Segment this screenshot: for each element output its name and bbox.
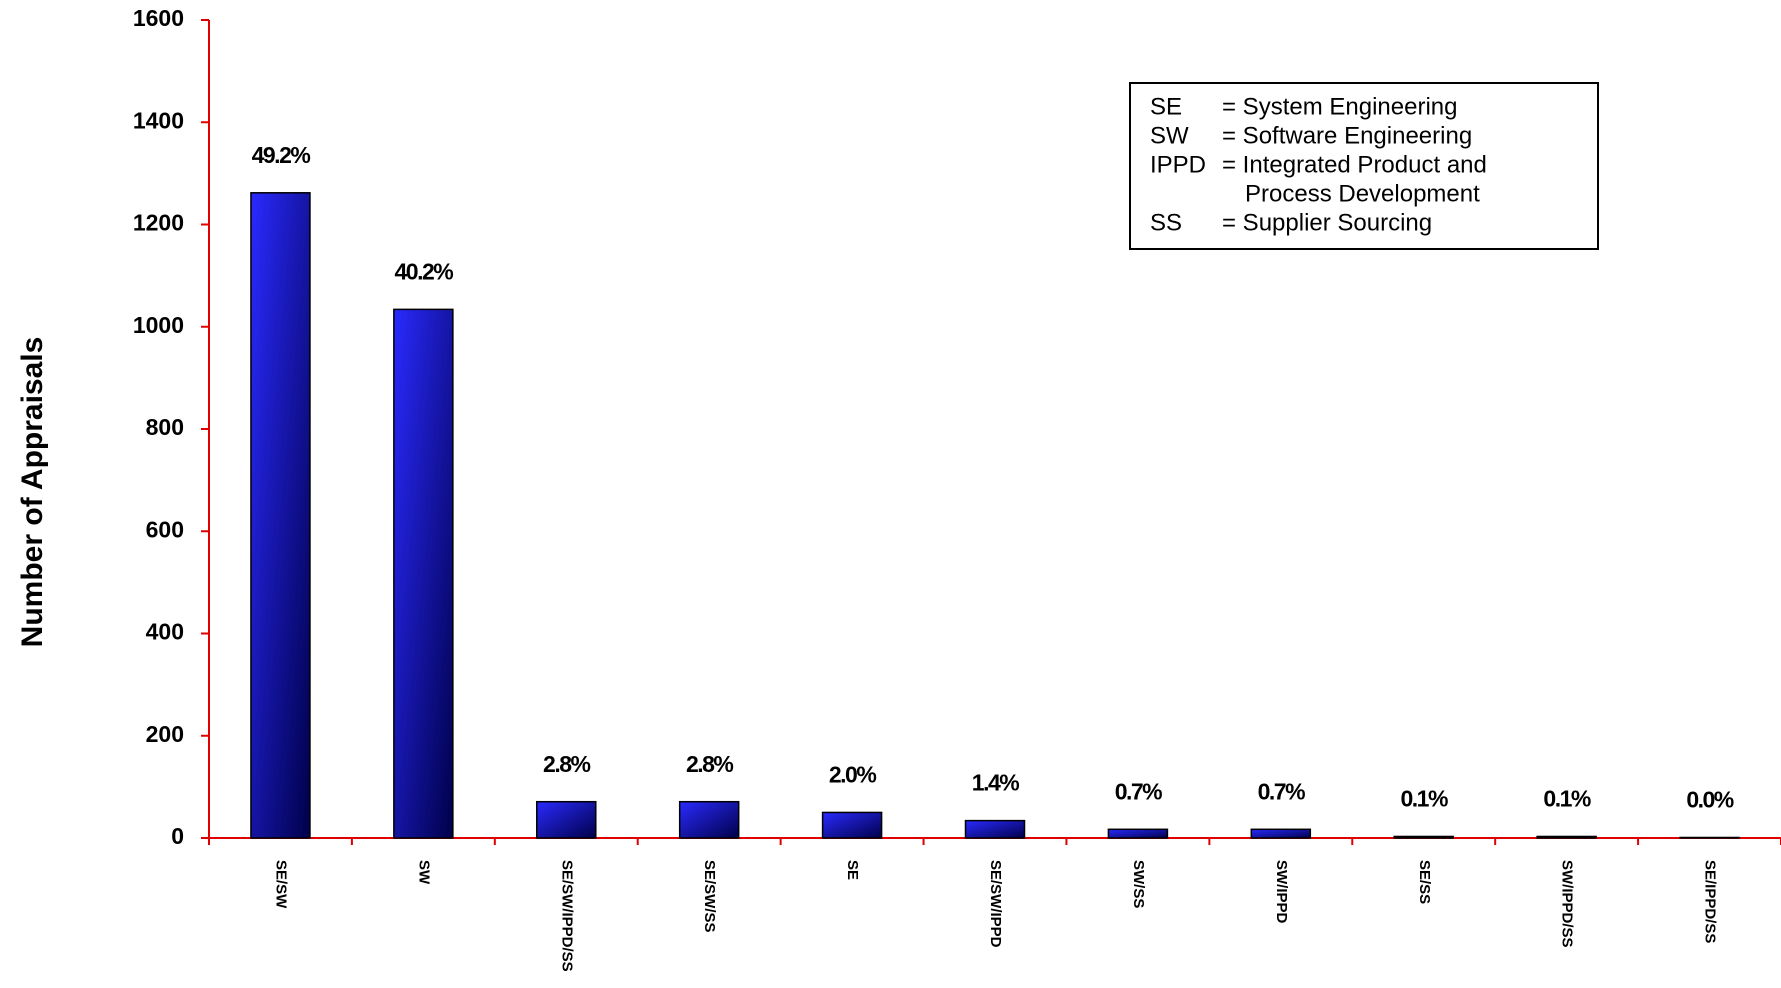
x-tick-label: SE/SS	[1416, 860, 1433, 904]
key-abbr: IPPD	[1150, 151, 1206, 178]
x-tick-label: SE	[844, 860, 861, 880]
key-abbr: SE	[1150, 93, 1182, 120]
key-abbr: SS	[1150, 209, 1182, 236]
y-tick-label: 200	[146, 721, 184, 747]
key-text: = Integrated Product and	[1222, 151, 1487, 178]
bar	[964, 819, 1026, 839]
x-tick-label: SW	[415, 860, 432, 885]
bar	[1250, 828, 1312, 839]
key-abbr: SW	[1150, 122, 1189, 149]
key-text: = Supplier Sourcing	[1222, 209, 1432, 236]
y-tick-label: 1400	[133, 107, 184, 133]
bar	[536, 800, 597, 839]
value-label: 1.4%	[972, 770, 1019, 796]
value-label: 0.1%	[1543, 786, 1590, 812]
key-box	[1129, 82, 1599, 250]
x-tick-label: SE/SW	[272, 860, 289, 909]
key-text: Process Development	[1245, 180, 1480, 207]
bar	[678, 800, 740, 839]
bar	[1536, 835, 1597, 839]
y-tick-label: 400	[146, 619, 184, 645]
x-tick-label: SE/SW/SS	[701, 860, 718, 933]
value-label: 2.8%	[686, 751, 733, 777]
y-tick-label: 600	[146, 516, 184, 542]
bar	[393, 308, 454, 839]
y-tick-label: 1000	[133, 312, 184, 338]
value-label: 0.0%	[1686, 787, 1733, 813]
y-tick-label: 800	[146, 414, 184, 440]
x-tick-label: SE/IPPD/SS	[1702, 860, 1719, 943]
x-tick-label: SE/SW/IPPD	[987, 860, 1004, 948]
value-label: 0.7%	[1115, 778, 1162, 804]
x-tick-label: SE/SW/IPPD/SS	[558, 860, 575, 972]
value-label: 2.8%	[543, 751, 590, 777]
value-label: 0.7%	[1258, 778, 1305, 804]
y-axis-title: Number of Appraisals	[16, 337, 49, 648]
x-tick-label: SW/IPPD	[1273, 860, 1290, 924]
y-tick-label: 0	[171, 823, 184, 849]
value-label: 0.1%	[1401, 786, 1448, 812]
key-text: = System Engineering	[1222, 93, 1457, 120]
value-label: 49.2%	[252, 142, 311, 168]
bar	[250, 192, 311, 839]
x-tick-label: SW/SS	[1130, 860, 1147, 908]
value-label: 40.2%	[395, 258, 454, 284]
y-tick-label: 1600	[133, 5, 184, 31]
x-tick-label: SW/IPPD/SS	[1559, 860, 1576, 948]
bar	[1393, 835, 1454, 839]
bar	[821, 811, 883, 839]
key-text: = Software Engineering	[1222, 122, 1472, 149]
value-label: 2.0%	[829, 762, 876, 788]
bar	[1679, 836, 1740, 839]
bar	[1107, 828, 1169, 839]
y-tick-label: 1200	[133, 210, 184, 236]
